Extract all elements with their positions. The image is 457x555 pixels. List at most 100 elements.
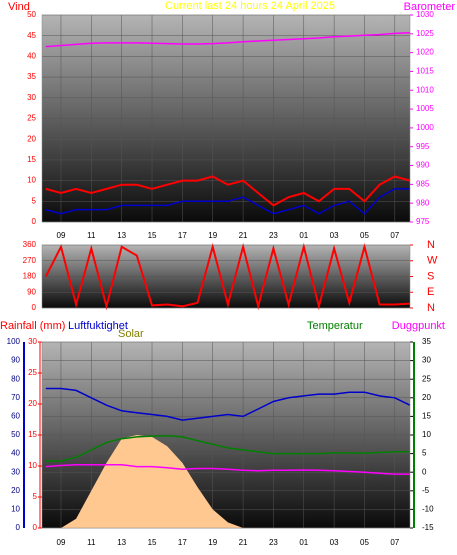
x-tick-label: 03 <box>330 538 339 547</box>
series-line <box>45 31 411 48</box>
y2-tick-label: -5 <box>422 486 430 495</box>
y2-tick-label: 15 <box>422 412 431 421</box>
y-tick-label: 20 <box>11 486 20 495</box>
y-tick-label: 30 <box>27 93 36 102</box>
y-tick-label: 270 <box>23 256 37 265</box>
y2-tick-label: -10 <box>422 505 434 514</box>
x-tick-label: 21 <box>239 231 248 240</box>
y-tick-label: 30 <box>11 467 20 476</box>
y2-tick-label: N <box>427 302 435 314</box>
y-tick-label: 10 <box>27 176 36 185</box>
y-tick-label: 70 <box>11 393 20 402</box>
y2-tick-label: 35 <box>422 337 431 346</box>
y-tick-label: 0 <box>32 303 37 312</box>
x-tick-label: 11 <box>87 231 96 240</box>
legend-label: Solar <box>118 328 144 340</box>
y-tick-label: 45 <box>27 31 36 40</box>
y-tick-label: 20 <box>27 134 36 143</box>
rain-tick-label: 15 <box>28 430 37 439</box>
y-tick-label: 40 <box>11 449 20 458</box>
y2-tick-label: 975 <box>416 217 430 226</box>
legend-label: Temperatur <box>307 320 363 332</box>
y2-tick-label: 20 <box>422 393 431 402</box>
y2-tick-label: 985 <box>416 179 430 188</box>
y-tick-label: 80 <box>11 374 20 383</box>
x-tick-label: 09 <box>57 538 66 547</box>
x-tick-label: 07 <box>390 231 399 240</box>
plot-frame <box>41 341 411 529</box>
x-tick-label: 21 <box>239 538 248 547</box>
y-tick-label: 50 <box>27 10 36 19</box>
y-tick-label: 10 <box>11 505 20 514</box>
y2-tick-label: W <box>427 255 438 267</box>
y-tick-label: 90 <box>11 356 20 365</box>
rain-tick-label: 5 <box>33 492 38 501</box>
x-tick-label: 15 <box>148 538 157 547</box>
rain-tick-label: 10 <box>28 461 37 470</box>
y-tick-label: 360 <box>23 240 37 249</box>
solar-area <box>45 435 411 528</box>
x-tick-label: 19 <box>208 538 217 547</box>
x-tick-label: 15 <box>148 231 157 240</box>
x-tick-label: 17 <box>178 231 187 240</box>
x-tick-label: 13 <box>117 538 126 547</box>
rain-tick-label: 30 <box>28 337 37 346</box>
rain-tick-label: 25 <box>28 368 37 377</box>
y2-tick-label: 25 <box>422 374 431 383</box>
x-tick-label: 23 <box>269 538 278 547</box>
y-tick-label: 90 <box>27 287 36 296</box>
y2-tick-label: 995 <box>416 142 430 151</box>
series-line <box>45 434 410 462</box>
y2-tick-label: 10 <box>422 430 431 439</box>
x-tick-label: 07 <box>390 538 399 547</box>
chart-title: Current last 24 hours 24 April 2025 <box>165 0 335 12</box>
y-tick-label: 35 <box>27 72 36 81</box>
y2-tick-label: N <box>427 239 435 251</box>
x-tick-label: 19 <box>208 231 217 240</box>
y2-tick-label: 5 <box>422 449 427 458</box>
series-line <box>45 464 410 475</box>
y-tick-label: 40 <box>27 52 36 61</box>
y-tick-label: 15 <box>27 155 36 164</box>
y2-tick-label: 990 <box>416 161 430 170</box>
y2-tick-label: 1015 <box>416 67 434 76</box>
y2-tick-label: 30 <box>422 356 431 365</box>
series-line <box>44 242 411 311</box>
rain-axis-label: Rainfall (mm) <box>0 320 65 332</box>
y-tick-label: 60 <box>11 412 20 421</box>
y2-tick-label: -15 <box>422 523 434 532</box>
series-line <box>45 387 411 421</box>
plot-frame <box>41 244 411 309</box>
y-tick-label: 100 <box>7 337 21 346</box>
y-tick-label: 5 <box>32 196 37 205</box>
y2-tick-label: 1005 <box>416 104 434 113</box>
y2-tick-label: 1025 <box>416 29 434 38</box>
legend-label: Duggpunkt <box>392 320 445 332</box>
y2-tick-label: 980 <box>416 198 430 207</box>
y-tick-label: 0 <box>32 217 37 226</box>
x-tick-label: 05 <box>360 231 369 240</box>
y-tick-label: 25 <box>27 114 36 123</box>
x-tick-label: 01 <box>299 231 308 240</box>
y2-tick-label: 1020 <box>416 48 434 57</box>
y-tick-label: 180 <box>23 272 37 281</box>
rain-tick-label: 0 <box>33 523 38 532</box>
y2-tick-label: 1010 <box>416 85 434 94</box>
legend-label: Barometer <box>404 1 456 13</box>
x-tick-label: 05 <box>360 538 369 547</box>
series-line <box>45 175 411 207</box>
plot-frame <box>41 14 411 223</box>
y2-tick-label: 0 <box>422 467 427 476</box>
x-tick-label: 13 <box>117 231 126 240</box>
x-tick-label: 01 <box>299 538 308 547</box>
legend-label: Luftfuktighet <box>68 320 128 332</box>
legend-label: Vind <box>8 1 30 13</box>
series-line <box>45 188 410 215</box>
x-tick-label: 03 <box>330 231 339 240</box>
y2-tick-label: 1030 <box>416 10 434 19</box>
y2-tick-label: 1000 <box>416 123 434 132</box>
y-tick-label: 50 <box>11 430 20 439</box>
y2-tick-label: S <box>427 270 434 282</box>
y2-tick-label: E <box>427 286 434 298</box>
